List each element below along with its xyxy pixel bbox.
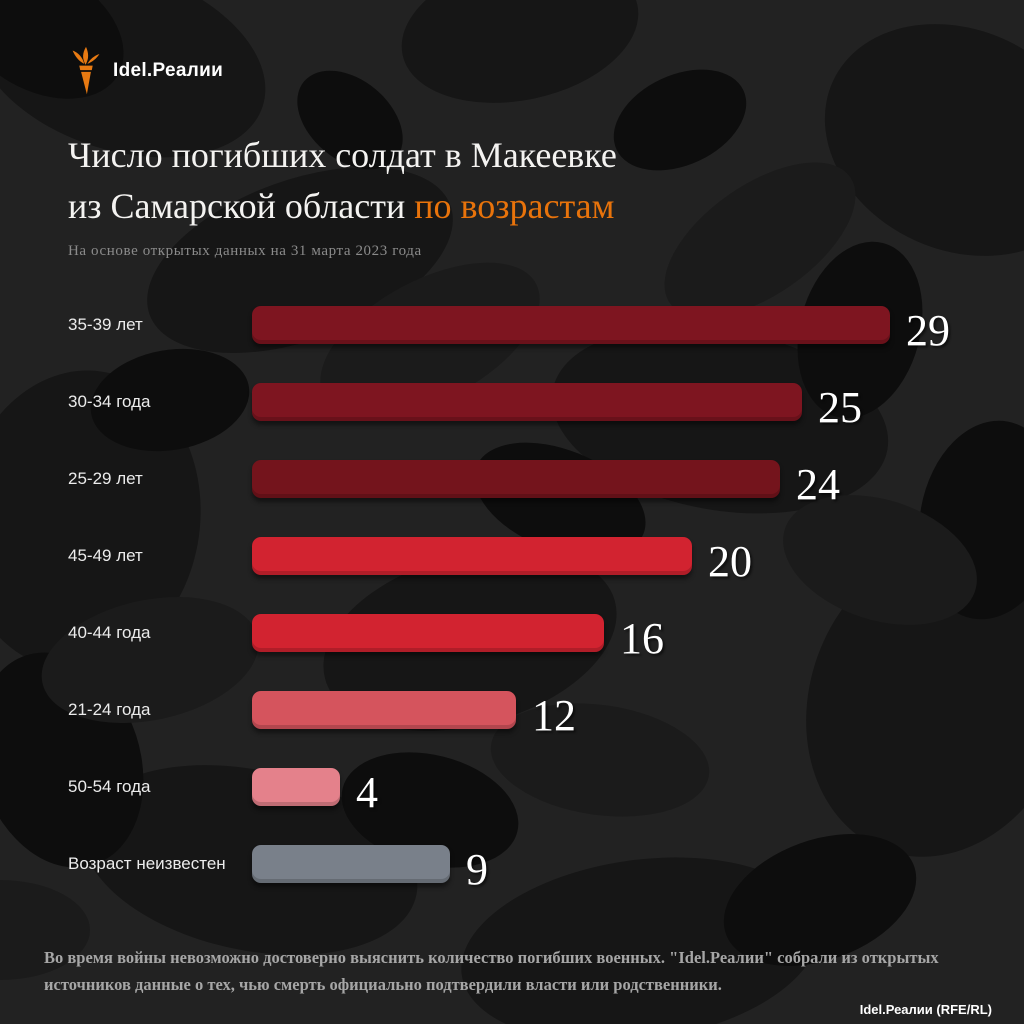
- bar: [252, 767, 340, 806]
- bar-wrap: 12: [252, 690, 576, 737]
- bar: [252, 613, 604, 652]
- row-label: 21-24 года: [68, 699, 151, 719]
- bar-wrap: 24: [252, 459, 840, 506]
- brand-logo-text: Idel.Реалии: [113, 60, 224, 81]
- bar: [252, 382, 802, 421]
- title-line-1: Число погибших солдат в Макеевке: [68, 135, 617, 175]
- bar-wrap: 4: [252, 767, 378, 814]
- title-line-2-white: из Самарской области: [68, 186, 415, 226]
- bar-wrap: 29: [252, 305, 950, 352]
- bar-chart: 35-39 лет 29 30-34 года 25 25-29 лет 24 …: [68, 286, 998, 902]
- bar: [252, 690, 516, 729]
- row-label: 25-29 лет: [68, 468, 143, 488]
- bar-wrap: 16: [252, 613, 664, 660]
- bar-value: 4: [356, 767, 378, 817]
- title-line-2: из Самарской области по возрастам: [68, 181, 968, 232]
- row-label: 50-54 года: [68, 776, 151, 796]
- bar-wrap: 20: [252, 536, 752, 583]
- chart-row: 45-49 лет 20: [68, 517, 998, 594]
- title-accent-text: по возрастам: [414, 186, 615, 226]
- chart-subtitle: На основе открытых данных на 31 марта 20…: [68, 243, 422, 259]
- bar-wrap: 25: [252, 382, 862, 429]
- row-label: Возраст неизвестен: [68, 853, 226, 873]
- chart-row: 30-34 года 25: [68, 363, 998, 440]
- bar-value: 25: [818, 382, 862, 432]
- torch-icon: [72, 46, 100, 95]
- bar-value: 16: [620, 613, 664, 663]
- row-label: 45-49 лет: [68, 545, 143, 565]
- bar-value: 29: [906, 305, 950, 355]
- bar-value: 9: [466, 844, 488, 894]
- row-label: 35-39 лет: [68, 314, 143, 334]
- chart-row: 50-54 года 4: [68, 748, 998, 825]
- chart-row: 25-29 лет 24: [68, 440, 998, 517]
- bar-value: 20: [708, 536, 752, 586]
- chart-row: 35-39 лет 29: [68, 286, 998, 363]
- chart-row: 21-24 года 12: [68, 671, 998, 748]
- page-title: Число погибших солдат в Макеевке из Сама…: [68, 130, 968, 232]
- credit-text: Idel.Реалии (RFE/RL): [859, 1002, 992, 1017]
- chart-row: 40-44 года 16: [68, 594, 998, 671]
- bar: [252, 459, 780, 498]
- bar: [252, 305, 890, 344]
- chart-row: Возраст неизвестен 9: [68, 825, 998, 902]
- bar-value: 12: [532, 690, 576, 740]
- row-label: 30-34 года: [68, 391, 151, 411]
- bar-wrap: 9: [252, 844, 488, 891]
- bar: [252, 844, 450, 883]
- row-label: 40-44 года: [68, 622, 151, 642]
- footnote-text: Во время войны невозможно достоверно выя…: [44, 948, 939, 994]
- bar: [252, 536, 692, 575]
- bar-value: 24: [796, 459, 840, 509]
- brand-logo: Idel.Реалии: [68, 46, 223, 96]
